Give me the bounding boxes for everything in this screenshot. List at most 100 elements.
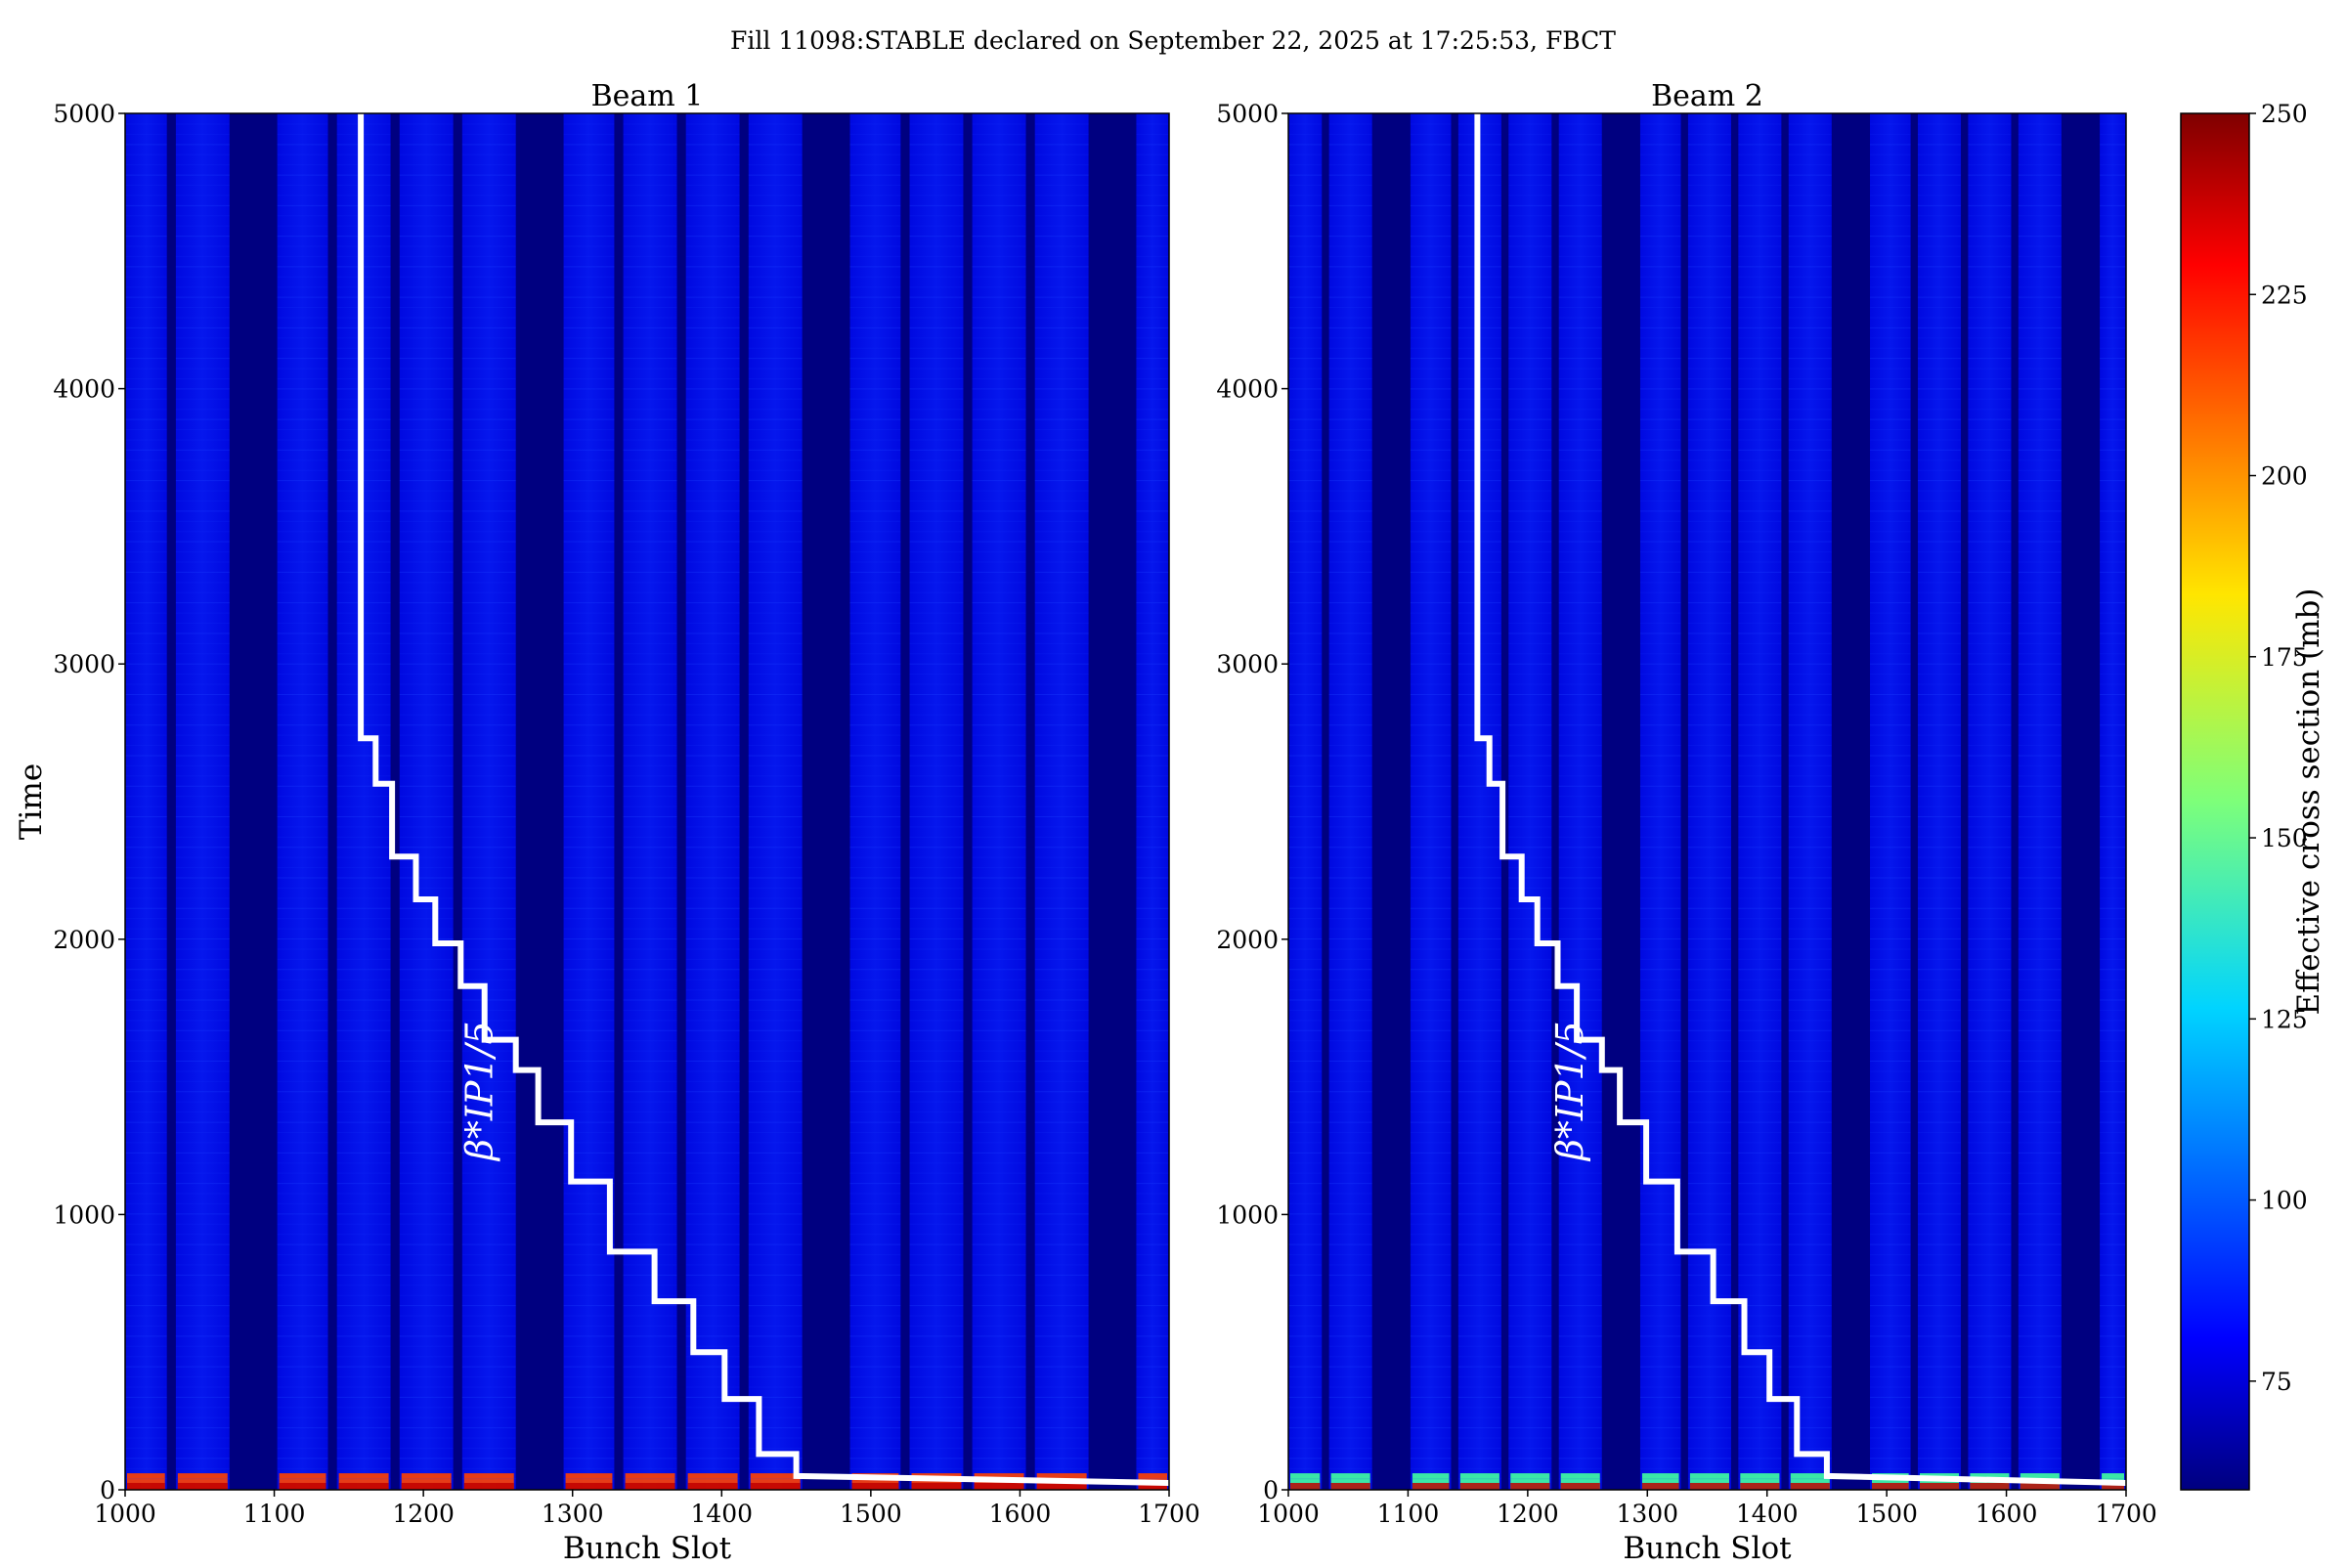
x-tick-label: 1400: [1736, 1500, 1799, 1528]
x-axis-label: Bunch Slot: [563, 1531, 732, 1564]
initial-peak-cross-section: [2102, 1482, 2124, 1490]
initial-peak-cross-section: [625, 1482, 675, 1490]
initial-peak-cross-section: [1790, 1482, 1830, 1490]
beta-star-step-line: [358, 113, 1170, 1486]
filled-bunch-train: [461, 113, 516, 1490]
empty-bunch-band: [963, 113, 973, 1490]
colorbar-label: Effective cross section (mb): [2291, 588, 2326, 1016]
x-tick-label: 1300: [542, 1500, 604, 1528]
beta-star-label: β*IP1/5: [457, 1021, 500, 1162]
empty-bunch-band: [1371, 113, 1411, 1490]
filled-bunch-train: [1410, 113, 1452, 1490]
colorbar-tick-label: 125: [2261, 1005, 2308, 1033]
initial-peak-cross-section: [851, 1482, 899, 1490]
colorbar: 75 100 125 150 175 200 225 250 Effective cross s…: [2180, 100, 2326, 1491]
colorbar-tick-label: 200: [2261, 462, 2308, 491]
filled-bunch-train: [972, 113, 1026, 1490]
x-tick-label: 1500: [840, 1500, 902, 1528]
colorbar-tick-label: 250: [2261, 100, 2308, 128]
panels: β*IP1/5 Beam 1 1000 1100 1200 1300 1400 1500 160…: [14, 79, 2157, 1566]
y-tick-label: 3000: [1216, 650, 1279, 678]
initial-peak-cross-section: [1560, 1482, 1600, 1490]
empty-bunch-band: [1025, 113, 1035, 1490]
empty-bunch-band: [1961, 113, 1969, 1490]
empty-bunch-band: [1551, 113, 1559, 1490]
empty-bunch-band: [2061, 113, 2101, 1490]
figure-suptitle: Fill 11098:STABLE declared on September …: [730, 26, 1616, 55]
panel-beam-2: β*IP1/5 Beam 2 1000 1100 1200 1300 1400 1500 160…: [1216, 79, 2156, 1566]
initial-peak-cross-section: [1459, 1482, 1499, 1490]
initial-peak-cross-section: [1138, 1482, 1167, 1490]
panel-title: Beam 1: [591, 79, 704, 113]
y-tick-label: 0: [1263, 1476, 1279, 1504]
empty-bunch-band: [1910, 113, 1918, 1490]
initial-peak-cross-section: [2020, 1482, 2060, 1490]
empty-bunch-band: [1831, 113, 1871, 1490]
filled-bunch-train: [748, 113, 803, 1490]
initial-peak-cross-section: [1330, 1482, 1370, 1490]
empty-bunch-band: [515, 113, 564, 1490]
y-tick-label: 1000: [53, 1200, 115, 1229]
empty-bunch-band: [327, 113, 337, 1490]
y-tick-label: 4000: [1216, 375, 1279, 404]
initial-peak-cross-section: [1036, 1482, 1087, 1490]
filled-bunch-train: [1328, 113, 1372, 1490]
filled-bunch-train: [2100, 113, 2126, 1490]
initial-peak-cross-section: [565, 1482, 613, 1490]
axes-frame: [1287, 112, 2127, 1491]
empty-bunch-band: [229, 113, 278, 1490]
x-tick-label: 1700: [1138, 1500, 1200, 1528]
x-tick-label: 1400: [690, 1500, 753, 1528]
initial-peak-cross-section: [1689, 1482, 1729, 1490]
filled-bunch-train: [1788, 113, 1832, 1490]
colorbar-tick-label: 150: [2261, 824, 2308, 852]
empty-bunch-band: [802, 113, 850, 1490]
initial-peak-cross-section: [911, 1482, 962, 1490]
y-tick-label: 3000: [53, 650, 115, 678]
x-tick-label: 1000: [1257, 1500, 1320, 1528]
y-tick-label: 5000: [1216, 100, 1279, 128]
x-tick-label: 1500: [1855, 1500, 1918, 1528]
filled-bunch-train: [336, 113, 391, 1490]
filled-bunch-train: [125, 113, 167, 1490]
empty-bunch-band: [614, 113, 624, 1490]
y-tick-label: 4000: [53, 375, 115, 404]
initial-peak-cross-section: [279, 1482, 326, 1490]
empty-bunch-band: [166, 113, 176, 1490]
x-tick-label: 1000: [94, 1500, 156, 1528]
x-tick-label: 1600: [989, 1500, 1052, 1528]
initial-peak-cross-section: [750, 1482, 801, 1490]
filled-bunch-train: [1917, 113, 1962, 1490]
filled-bunch-train: [1639, 113, 1681, 1490]
beta-star-step-line: [1474, 113, 2127, 1486]
colorbar-tick-label: 225: [2261, 281, 2308, 309]
empty-bunch-band: [1680, 113, 1688, 1490]
initial-peak-cross-section: [463, 1482, 514, 1490]
x-tick-label: 1200: [1497, 1500, 1559, 1528]
initial-peak-cross-section: [1872, 1482, 1909, 1490]
colorbar-frame: [2180, 112, 2250, 1491]
initial-peak-cross-section: [974, 1482, 1024, 1490]
panel-title: Beam 2: [1651, 79, 1763, 113]
empty-bunch-band: [739, 113, 749, 1490]
x-tick-label: 1100: [243, 1500, 306, 1528]
initial-peak-cross-section: [1510, 1482, 1550, 1490]
filled-bunch-train: [563, 113, 615, 1490]
y-tick-label: 1000: [1216, 1200, 1279, 1229]
filled-bunch-train: [175, 113, 230, 1490]
colorbar-tick-label: 100: [2261, 1187, 2308, 1215]
filled-bunch-train: [685, 113, 740, 1490]
y-tick-label: 2000: [53, 926, 115, 954]
empty-bunch-band: [900, 113, 910, 1490]
empty-bunch-band: [1322, 113, 1329, 1490]
beta-star-label: β*IP1/5: [1548, 1021, 1591, 1162]
initial-peak-cross-section: [401, 1482, 452, 1490]
y-tick-label: 0: [100, 1476, 115, 1504]
initial-peak-cross-section: [1290, 1482, 1321, 1490]
empty-bunch-band: [453, 113, 462, 1490]
initial-peak-cross-section: [1641, 1482, 1679, 1490]
empty-bunch-band: [1781, 113, 1789, 1490]
x-tick-label: 1100: [1377, 1500, 1440, 1528]
